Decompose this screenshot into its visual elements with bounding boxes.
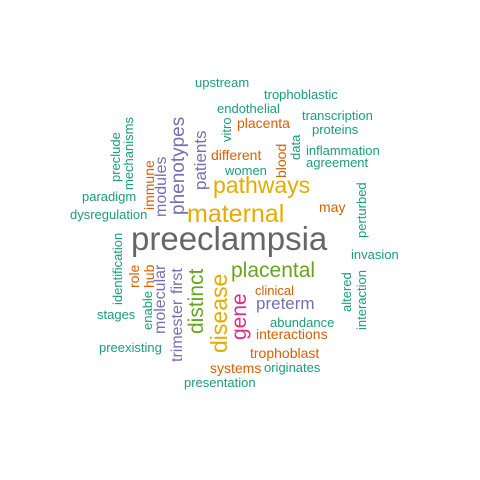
word-perturbed: perturbed <box>354 182 369 238</box>
word-distinct: distinct <box>185 268 208 334</box>
word-trophoblast: trophoblast <box>250 345 320 361</box>
word-placenta: placenta <box>237 115 290 131</box>
word-immune: immune <box>141 160 157 210</box>
word-women: women <box>225 163 267 178</box>
word-abundance: abundance <box>270 315 335 330</box>
word-trimester: trimester <box>169 299 186 362</box>
word-proteins: proteins <box>312 122 359 137</box>
word-maternal: maternal <box>187 200 285 228</box>
word-presentation: presentation <box>184 375 256 390</box>
word-interaction: interaction <box>354 270 369 330</box>
word-systems: systems <box>210 360 262 376</box>
word-preexisting: preexisting <box>99 340 162 355</box>
word-paradigm: paradigm <box>82 189 137 204</box>
word-role: role <box>126 264 142 288</box>
word-may: may <box>319 199 346 215</box>
word-invasion: invasion <box>351 247 399 262</box>
word-inflammation: inflammation <box>306 143 380 158</box>
word-clinical: clinical <box>255 283 295 298</box>
word-patients: patients <box>191 130 210 190</box>
word-endothelial: endothelial <box>217 101 280 116</box>
word-placental: placental <box>231 259 316 282</box>
word-mechanisms: mechanisms <box>121 117 136 190</box>
word-preeclampsia: preeclampsia <box>131 220 328 257</box>
word-identification: identification <box>110 232 125 305</box>
word-data: data <box>288 134 303 160</box>
word-stages: stages <box>97 307 136 322</box>
word-phenotypes: phenotypes <box>168 116 189 215</box>
word-upstream: upstream <box>195 75 250 90</box>
word-enable: enable <box>140 290 155 330</box>
word-gene: gene <box>228 293 251 340</box>
word-pathways: pathways <box>213 172 311 198</box>
word-trophoblastic: trophoblastic <box>264 87 338 102</box>
word-altered: altered <box>339 272 354 312</box>
word-transcription: transcription <box>302 108 373 123</box>
word-vitro: vitro <box>219 117 234 142</box>
word-dysregulation: dysregulation <box>70 207 148 222</box>
word-blood: blood <box>273 143 289 178</box>
word-originates: originates <box>264 360 321 375</box>
word-first: first <box>169 268 186 294</box>
word-hub: hub <box>141 264 157 288</box>
word-agreement: agreement <box>306 155 369 170</box>
word-different: different <box>211 147 262 163</box>
word-preterm: preterm <box>256 294 315 313</box>
word-interactions: interactions <box>256 326 328 342</box>
